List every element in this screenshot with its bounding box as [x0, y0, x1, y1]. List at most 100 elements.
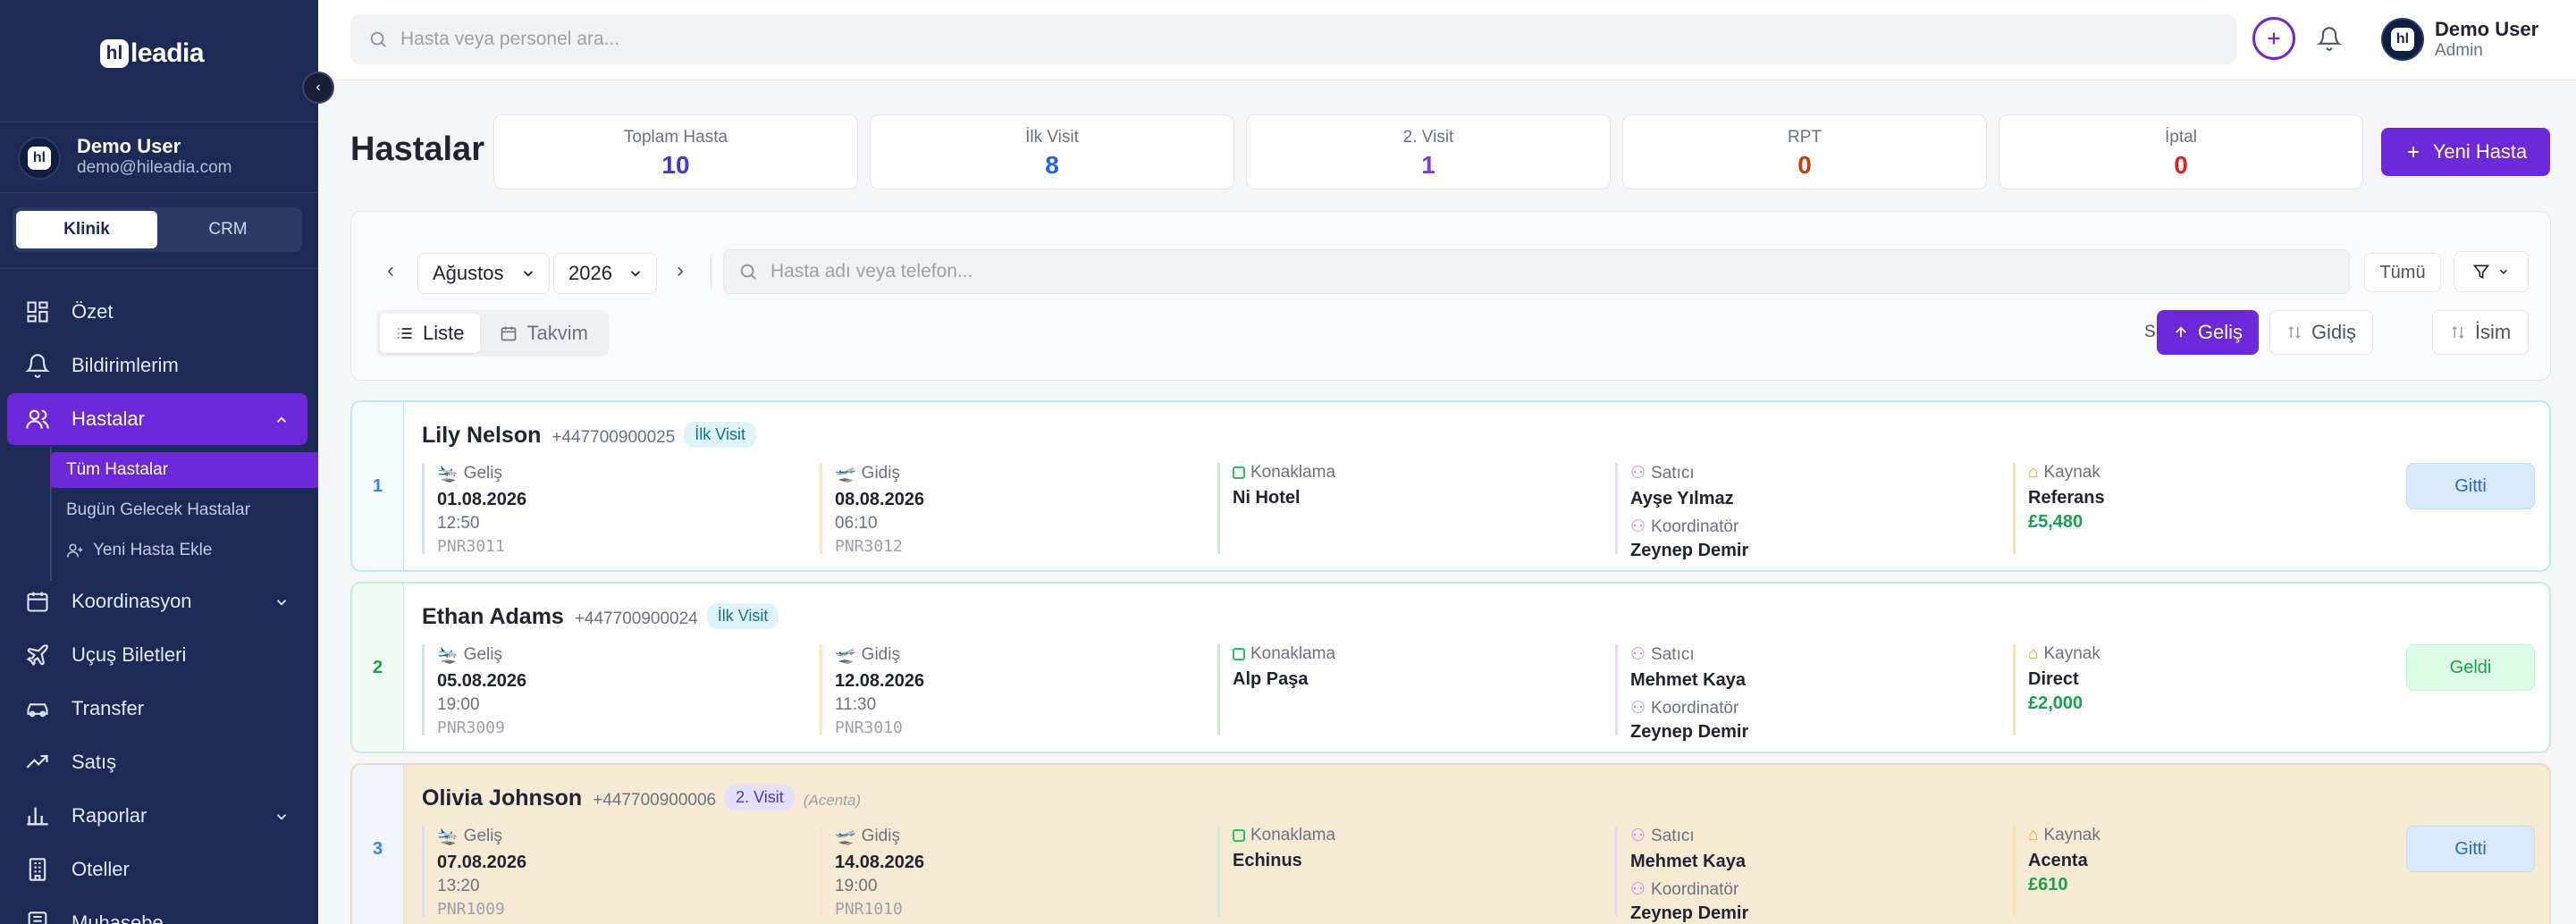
quick-add-button[interactable] — [2252, 17, 2295, 60]
patient-card[interactable]: 1 Lily Nelson +447700900025 İlk Visit 🛬 Gel… — [350, 400, 2551, 572]
sidebar-item-raporlar[interactable]: Raporlar — [7, 790, 307, 842]
filter-panel: ‹ Ağustos 2026 › Hasta adı veya telefon.… — [350, 211, 2551, 381]
view-list-button[interactable]: Liste — [380, 314, 481, 353]
chevron-down-icon — [274, 807, 290, 830]
arrival-pnr: PNR1009 — [437, 900, 505, 919]
status-button[interactable]: Gitti — [2406, 826, 2535, 872]
sidebar-item-bildirimlerim[interactable]: Bildirimlerim — [7, 340, 307, 391]
month-value: Ağustos — [433, 262, 504, 284]
plane-arrival-icon: 🛬 — [437, 465, 459, 483]
sidebar-user-name: Demo User — [77, 135, 181, 157]
trend-icon — [23, 748, 52, 777]
avatar: hl — [2381, 18, 2424, 61]
seller-label: Satıcı — [1651, 644, 1695, 664]
avatar: hl — [18, 137, 61, 180]
filter-menu-button[interactable] — [2454, 251, 2529, 292]
search-icon — [368, 29, 388, 49]
submenu-guide — [50, 447, 52, 581]
chevron-down-icon — [2497, 265, 2510, 278]
view-calendar-button[interactable]: Takvim — [484, 314, 603, 353]
source-label: Kaynak — [2043, 826, 2100, 844]
patient-name[interactable]: Ethan Adams — [422, 604, 564, 629]
patient-phone: +447700900025 — [551, 428, 676, 447]
sidebar-item-koordinasyon[interactable]: Koordinasyon — [7, 575, 307, 627]
departure-column: 🛫 Gidiş 08.08.2026 06:10 PNR3012 — [820, 463, 1195, 556]
sidebar-item-label: Uçuş Biletleri — [72, 643, 187, 666]
patient-name[interactable]: Olivia Johnson — [422, 785, 583, 811]
plus-icon — [2264, 29, 2284, 48]
departure-label: Gidiş — [861, 827, 900, 845]
departure-time: 11:30 — [835, 695, 877, 714]
source-label: Kaynak — [2043, 463, 2100, 482]
arrival-pnr: PNR3011 — [437, 537, 505, 556]
brand-logo[interactable]: hl leadia — [100, 34, 205, 73]
sidebar-item-ozet[interactable]: Özet — [7, 286, 307, 338]
sort-arrows-icon — [2286, 324, 2302, 340]
sidebar-item-oteller[interactable]: Oteller — [7, 844, 307, 895]
chevron-down-icon — [520, 265, 536, 281]
source-column: ⌂ Kaynak Acenta £610 — [2013, 826, 2388, 917]
chevron-right-icon: › — [677, 258, 684, 282]
visit-badge: 2. Visit — [725, 785, 795, 811]
hotel-icon — [1233, 648, 1245, 660]
submenu-yeni-hasta[interactable]: Yeni Hasta Ekle — [50, 533, 212, 568]
arrival-column: 🛬 Geliş 07.08.2026 13:20 PNR1009 — [422, 826, 797, 919]
all-filter-button[interactable]: Tümü — [2364, 253, 2441, 292]
plane-departure-icon: 🛫 — [835, 465, 856, 483]
arrival-pnr: PNR3009 — [437, 718, 505, 737]
row-index: 3 — [352, 765, 404, 924]
collapse-sidebar-button[interactable]: ‹ — [302, 71, 334, 104]
sidebar-item-label: Transfer — [72, 697, 145, 719]
month-select[interactable]: Ağustos — [417, 253, 550, 294]
patient-card[interactable]: 3 Olivia Johnson +447700900006 2. Visit (Ac… — [350, 763, 2551, 924]
notifications-button[interactable] — [2310, 19, 2349, 58]
mode-crm[interactable]: CRM — [208, 220, 248, 239]
patient-header: Olivia Johnson +447700900006 2. Visit (Acen… — [422, 785, 861, 811]
prev-month-button[interactable]: ‹ — [375, 255, 407, 287]
stat-label: Toplam Hasta — [623, 128, 728, 147]
tag-icon: ⌂ — [2028, 463, 2039, 482]
user-icon: ⚇ — [1630, 827, 1646, 845]
departure-date: 12.08.2026 — [835, 671, 925, 691]
accommodation-label: Konaklama — [1250, 463, 1336, 482]
status-button[interactable]: Gitti — [2406, 463, 2535, 509]
patient-phone: +447700900024 — [574, 609, 698, 628]
source-name: Direct — [2028, 669, 2079, 689]
sort-isim-button[interactable]: İsim — [2432, 310, 2529, 355]
hotel-name: Alp Paşa — [1233, 669, 1309, 689]
departure-pnr: PNR3012 — [835, 537, 903, 556]
mode-klinik[interactable]: Klinik — [16, 211, 157, 248]
sidebar-item-muhasebe[interactable]: Muhasebe — [7, 897, 307, 924]
tag-icon: ⌂ — [2028, 644, 2039, 663]
user-icon: ⚇ — [1630, 517, 1646, 536]
seller-label: Satıcı — [1651, 463, 1695, 483]
plane-departure-icon: 🛫 — [835, 827, 856, 846]
submenu-tum-hastalar[interactable]: Tüm Hastalar — [50, 452, 318, 488]
stat-value: 0 — [2174, 151, 2188, 179]
global-search-input[interactable] — [400, 29, 2099, 50]
hotel-icon — [1233, 466, 1245, 479]
stat-card-total: Toplam Hasta 10 — [493, 114, 858, 189]
new-patient-button[interactable]: Yeni Hasta — [2381, 128, 2550, 176]
patient-name[interactable]: Lily Nelson — [422, 423, 542, 448]
stat-value: 0 — [1797, 151, 1812, 179]
sidebar-item-transfer[interactable]: Transfer — [7, 683, 307, 735]
patient-search[interactable]: Hasta adı veya telefon... — [723, 249, 2350, 294]
sidebar-item-ucus-biletleri[interactable]: Uçuş Biletleri — [7, 629, 307, 681]
grid-icon — [23, 298, 52, 326]
row-index: 1 — [352, 402, 404, 570]
arrival-column: 🛬 Geliş 05.08.2026 19:00 PNR3009 — [422, 644, 797, 737]
sidebar-item-hastalar[interactable]: Hastalar — [7, 393, 307, 445]
departure-time: 19:00 — [835, 877, 878, 895]
next-month-button[interactable]: › — [664, 255, 696, 287]
plus-icon — [2404, 143, 2422, 161]
submenu-bugun-gelecek[interactable]: Bugün Gelecek Hastalar — [66, 500, 250, 519]
stat-label: İptal — [2165, 128, 2197, 147]
sidebar-item-satis[interactable]: Satış — [7, 736, 307, 788]
year-select[interactable]: 2026 — [553, 253, 657, 294]
sort-gelis-button[interactable]: Geliş — [2157, 310, 2259, 355]
patient-card[interactable]: 2 Ethan Adams +447700900024 İlk Visit 🛬 Gel… — [350, 582, 2551, 753]
stat-label: RPT — [1788, 128, 1822, 147]
sort-gidis-button[interactable]: Gidiş — [2269, 310, 2373, 355]
status-button[interactable]: Geldi — [2406, 644, 2535, 691]
